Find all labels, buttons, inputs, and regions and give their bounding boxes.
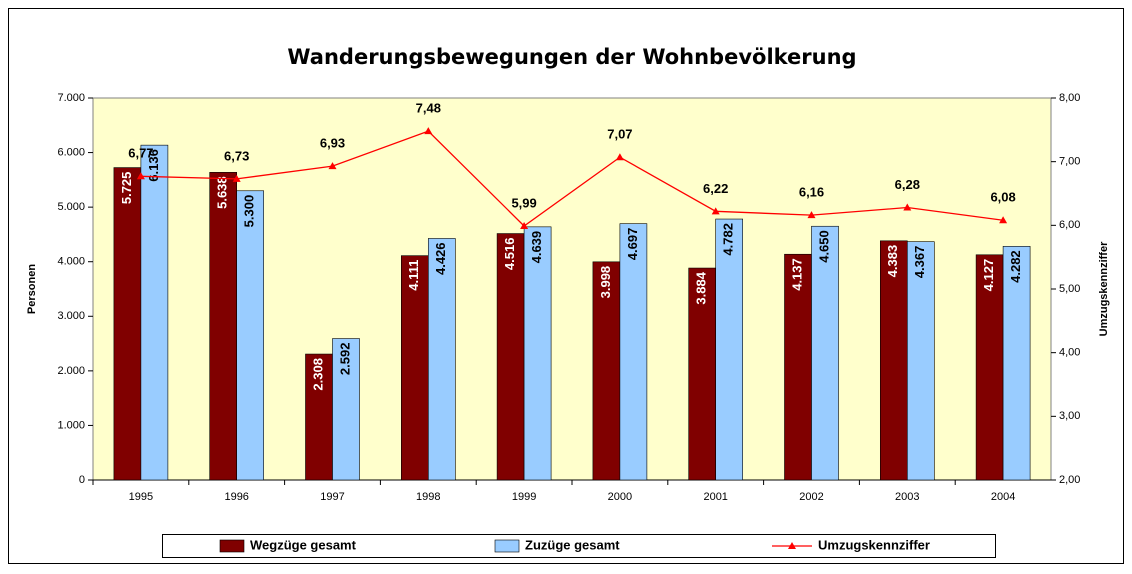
y-tick-label: 3.000	[57, 310, 85, 322]
y-tick-label: 6.000	[57, 146, 85, 158]
y2-tick-label: 8,00	[1059, 92, 1080, 104]
y-tick-label: 7.000	[57, 92, 85, 104]
bar-value-label: 6.136	[146, 149, 161, 182]
y2-tick-label: 7,00	[1059, 156, 1080, 168]
y-tick-label: 2.000	[57, 365, 85, 377]
line-value-label: 6,77	[128, 146, 153, 161]
bar	[906, 241, 935, 481]
bar-value-label: 2.592	[337, 343, 352, 376]
line-value-label: 6,16	[799, 185, 824, 200]
bar-value-label: 4.282	[1008, 250, 1023, 283]
bar	[305, 353, 333, 481]
line-marker	[520, 221, 529, 229]
bar-value-label: 4.127	[981, 259, 996, 292]
bar-value-label: 4.782	[721, 223, 736, 256]
bar	[113, 167, 142, 481]
bar	[784, 253, 812, 481]
bar	[619, 223, 648, 481]
bar	[592, 261, 621, 481]
line-marker	[999, 216, 1008, 224]
y-tick-label: 0	[79, 474, 85, 486]
line-marker	[328, 162, 337, 170]
bar-value-label: 4.137	[789, 258, 804, 291]
bar	[209, 172, 237, 481]
x-tick-label: 1995	[129, 491, 153, 503]
bar	[715, 218, 744, 481]
x-tick-label: 2002	[799, 491, 823, 503]
line-marker	[424, 127, 433, 135]
bar-value-label: 4.367	[912, 246, 927, 279]
line	[140, 130, 1004, 227]
bar	[688, 267, 717, 481]
x-tick-label: 1996	[224, 491, 248, 503]
line-value-label: 5,99	[511, 195, 536, 210]
line-value-label: 7,48	[416, 101, 441, 116]
y2-tick-label: 2,00	[1059, 474, 1080, 486]
y2-tick-label: 6,00	[1059, 219, 1080, 231]
y-tick-label: 4.000	[57, 256, 85, 268]
bar	[975, 254, 1004, 481]
x-tick-label: 1998	[416, 491, 440, 503]
x-tick-label: 2001	[703, 491, 727, 503]
bar	[427, 238, 456, 481]
y2-tick-label: 5,00	[1059, 283, 1080, 295]
line-value-label: 6,28	[895, 177, 920, 192]
legend-swatch	[494, 539, 520, 553]
chart-title: Wanderungsbewegungen der Wohnbevölkerung	[287, 45, 856, 69]
bar-value-label: 5.725	[119, 172, 134, 205]
x-tick-label: 1999	[512, 491, 536, 503]
bar-value-label: 4.426	[433, 242, 448, 275]
bar	[236, 190, 264, 481]
y-tick-label: 5.000	[57, 201, 85, 213]
legend-swatch	[219, 539, 245, 553]
bar	[1002, 246, 1031, 481]
line-marker	[807, 211, 816, 219]
line-value-label: 6,73	[224, 148, 249, 163]
y2-tick-label: 4,00	[1059, 347, 1080, 359]
bar-value-label: 5.300	[242, 195, 257, 228]
legend-marker	[788, 542, 796, 549]
line-marker	[136, 172, 145, 180]
y2-axis-label: Umzugskennziffer	[1098, 241, 1110, 336]
line-value-label: 7,07	[607, 127, 632, 142]
bar	[811, 225, 839, 481]
line-marker	[711, 207, 720, 215]
line-marker	[232, 174, 241, 182]
y-tick-label: 1.000	[57, 419, 85, 431]
bar-value-label: 3.998	[598, 266, 613, 299]
bar-value-label: 4.383	[885, 245, 900, 278]
bar-value-label: 4.650	[816, 230, 831, 263]
x-tick-label: 2003	[895, 491, 919, 503]
y2-tick-label: 3,00	[1059, 410, 1080, 422]
bar	[332, 338, 360, 481]
x-tick-label: 2000	[608, 491, 632, 503]
line-value-label: 6,93	[320, 136, 345, 151]
x-tick-label: 2004	[991, 491, 1015, 503]
bar-value-label: 4.697	[625, 228, 640, 261]
legend-label: Wegzüge gesamt	[250, 537, 357, 552]
bar-value-label: 5.638	[215, 176, 230, 209]
bar	[496, 233, 525, 481]
line-marker	[615, 153, 624, 161]
legend-label: Zuzüge gesamt	[525, 537, 620, 552]
line-value-label: 6,08	[990, 190, 1015, 205]
bar-value-label: 4.639	[529, 231, 544, 264]
bar	[523, 226, 552, 481]
bar-value-label: 2.308	[310, 358, 325, 391]
bar-value-label: 4.516	[502, 238, 517, 271]
bar-value-label: 4.111	[406, 260, 421, 291]
line-marker	[903, 203, 912, 211]
y-axis-label: Personen	[26, 264, 38, 314]
line-value-label: 6,22	[703, 181, 728, 196]
legend-label: Umzugskennziffer	[818, 537, 930, 552]
bar	[140, 144, 169, 481]
bar	[400, 255, 429, 481]
bar	[879, 240, 908, 481]
legend-box	[162, 534, 996, 558]
x-tick-label: 1997	[320, 491, 344, 503]
bar-value-label: 3.884	[694, 271, 709, 304]
